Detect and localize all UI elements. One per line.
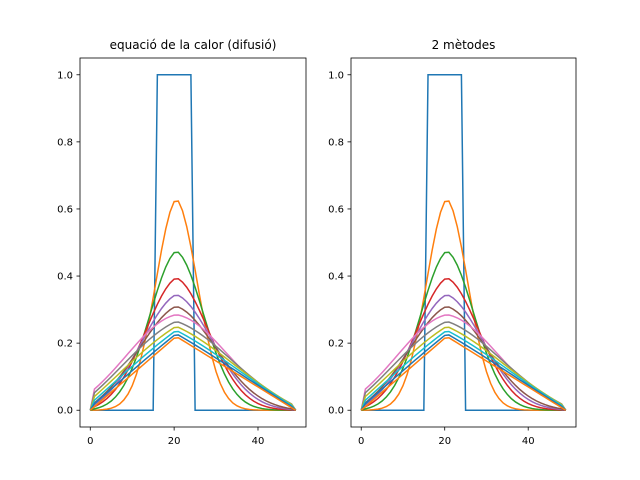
y-tick-label: 1.0 bbox=[328, 70, 344, 81]
series-line-3 bbox=[89, 277, 296, 411]
series-line-8 bbox=[89, 326, 297, 411]
series-line-11 bbox=[89, 336, 297, 411]
series-line-1 bbox=[90, 200, 296, 411]
axes-frame bbox=[350, 57, 577, 428]
series-line-5 bbox=[360, 306, 567, 411]
y-tick-label: 1.0 bbox=[57, 70, 73, 81]
series-line-10 bbox=[360, 334, 567, 411]
y-tick-label: 0.2 bbox=[328, 339, 344, 350]
series-line-11 bbox=[360, 336, 567, 411]
x-tick-label: 40 bbox=[252, 436, 265, 447]
left-plot: equació de la calor (difusió) 0 20 40 0.0 0.2… bbox=[57, 38, 307, 447]
series-line-9 bbox=[360, 330, 567, 411]
series-line-8 bbox=[360, 326, 567, 411]
axes-frame bbox=[79, 57, 307, 428]
series-line-2 bbox=[361, 251, 566, 411]
series-line-2 bbox=[90, 251, 296, 411]
series-line-3 bbox=[360, 277, 566, 411]
series-line-4 bbox=[360, 294, 566, 411]
series-line-9 bbox=[89, 330, 297, 411]
y-tick-label: 0.4 bbox=[57, 272, 73, 283]
right-plot: 2 mètodes 0 20 40 0.0 0.2 0.4 0.6 0.8 1.0 bbox=[328, 38, 577, 447]
series-line-4 bbox=[89, 294, 296, 411]
series-line-5 bbox=[89, 306, 296, 411]
y-tick-label: 0.0 bbox=[57, 406, 73, 417]
y-tick-label: 0.8 bbox=[57, 137, 73, 148]
x-tick-label: 20 bbox=[168, 436, 181, 447]
y-tick-label: 0.0 bbox=[328, 406, 344, 417]
chart-title: equació de la calor (difusió) bbox=[110, 38, 277, 52]
chart-title: 2 mètodes bbox=[432, 38, 496, 52]
y-tick-label: 0.8 bbox=[328, 137, 344, 148]
y-tick-label: 0.6 bbox=[57, 204, 73, 215]
y-tick-label: 0.6 bbox=[328, 204, 344, 215]
y-tick-label: 0.4 bbox=[328, 272, 344, 283]
x-tick-label: 0 bbox=[358, 436, 364, 447]
x-tick-label: 0 bbox=[87, 436, 93, 447]
series-line-1 bbox=[361, 200, 566, 411]
series-line-10 bbox=[89, 334, 297, 411]
y-tick-label: 0.2 bbox=[57, 339, 73, 350]
x-tick-label: 40 bbox=[522, 436, 535, 447]
x-tick-label: 20 bbox=[438, 436, 451, 447]
